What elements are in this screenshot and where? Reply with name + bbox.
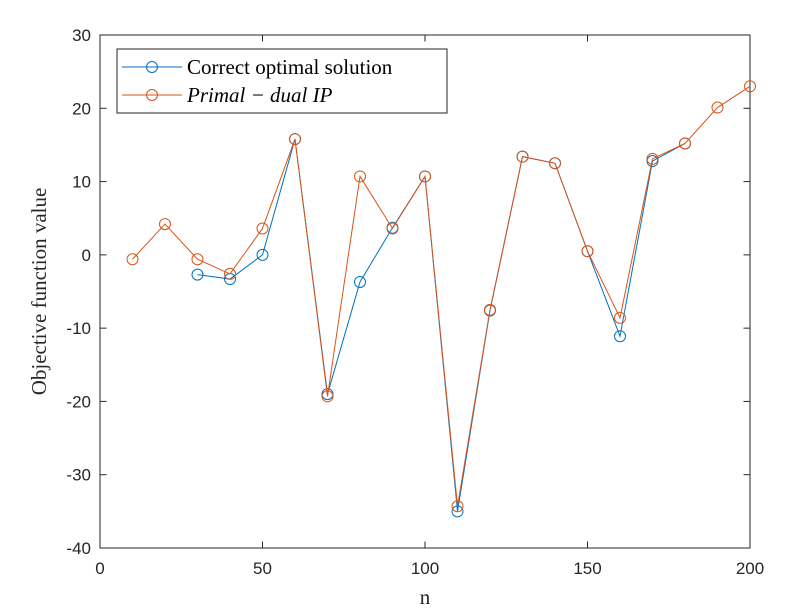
data-point (419, 170, 431, 183)
y-tick-label: 30 (72, 26, 91, 45)
y-tick-label: -20 (66, 392, 91, 411)
series-line (132, 85, 751, 507)
series-1 (126, 80, 756, 513)
data-point (191, 268, 204, 281)
data-point (484, 303, 496, 316)
data-point (549, 157, 561, 170)
legend-marker (146, 89, 158, 101)
data-point (354, 275, 366, 288)
data-point (256, 222, 269, 235)
x-tick-label: 200 (736, 559, 764, 578)
data-point (679, 137, 691, 150)
data-point (646, 152, 659, 165)
legend-label: Primal − dual IP (186, 83, 333, 107)
y-tick-label: 10 (72, 173, 91, 192)
x-tick-label: 100 (411, 559, 439, 578)
y-tick-label: 20 (72, 99, 91, 118)
x-axis-label: n (420, 585, 431, 609)
data-point (516, 150, 529, 163)
data-point (289, 133, 301, 146)
legend: Correct optimal solution Primal − dual I… (116, 48, 448, 114)
data-point (451, 500, 464, 513)
data-point (191, 253, 204, 266)
y-tick-label: 0 (82, 246, 91, 265)
series-layer (126, 80, 756, 518)
data-point (224, 267, 236, 280)
plot-area (99, 34, 751, 549)
data-point (354, 170, 366, 183)
x-tick-label: 150 (573, 559, 601, 578)
data-point (614, 330, 626, 343)
data-point (614, 311, 626, 324)
y-axis-label: Objective function value (27, 188, 51, 396)
data-point (744, 80, 756, 93)
legend-entry-primal-dual-ip: Primal − dual IP (122, 83, 333, 107)
data-point (159, 218, 171, 231)
x-tick-label: 50 (253, 559, 272, 578)
legend-marker (146, 61, 158, 73)
data-point (386, 222, 399, 235)
legend-box (116, 48, 448, 114)
y-tick-label: -30 (66, 466, 91, 485)
x-tick-label: 0 (95, 559, 104, 578)
axis-tick-labels: 0 50 100 150 200 -40 -30 -20 -10 0 10 20 30 (66, 26, 764, 578)
data-point (711, 101, 724, 114)
axis-ticks (99, 34, 751, 549)
data-point (126, 253, 139, 266)
y-tick-label: -40 (66, 539, 91, 558)
legend-entry-correct-optimal-solution: Correct optimal solution (122, 55, 393, 79)
legend-label: Correct optimal solution (187, 55, 393, 79)
y-tick-label: -10 (66, 319, 91, 338)
data-point (321, 390, 334, 403)
data-point (256, 248, 269, 261)
data-point (581, 245, 594, 258)
